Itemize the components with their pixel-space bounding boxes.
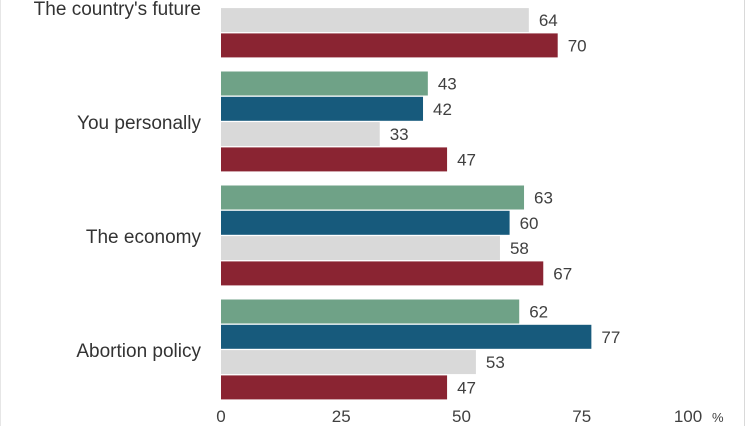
x-tick-label: 100 xyxy=(674,407,702,426)
data-label: 33 xyxy=(390,125,409,144)
data-label: 58 xyxy=(510,239,529,258)
data-label: 53 xyxy=(486,353,505,372)
category-label: Abortion policy xyxy=(76,341,201,362)
x-tick-label: 25 xyxy=(332,407,351,426)
data-label: 62 xyxy=(529,303,548,322)
bar xyxy=(221,71,428,96)
data-label: 43 xyxy=(438,75,457,94)
chart-frame-left xyxy=(0,0,1,426)
bar xyxy=(221,261,544,286)
data-label: 77 xyxy=(601,328,620,347)
data-label: 64 xyxy=(539,11,558,30)
bar xyxy=(221,350,476,375)
bar xyxy=(221,8,529,33)
bar xyxy=(221,185,525,210)
x-unit-label: % xyxy=(712,410,724,425)
category-label: The economy xyxy=(86,227,202,248)
bar xyxy=(221,96,424,121)
bar xyxy=(221,122,380,147)
bar xyxy=(221,324,592,349)
data-label: 47 xyxy=(457,378,476,397)
category-label: The country's future xyxy=(34,0,201,20)
data-label: 60 xyxy=(520,214,539,233)
category-label: You personally xyxy=(77,113,201,134)
bar xyxy=(221,236,500,261)
bar xyxy=(221,33,558,58)
bar xyxy=(221,299,520,324)
x-tick-label: 0 xyxy=(216,407,225,426)
data-label: 42 xyxy=(433,100,452,119)
data-label: 70 xyxy=(568,36,587,55)
bar xyxy=(221,210,510,235)
x-tick-label: 75 xyxy=(572,407,591,426)
data-label: 63 xyxy=(534,189,553,208)
x-tick-label: 50 xyxy=(452,407,471,426)
data-label: 67 xyxy=(553,264,572,283)
bar xyxy=(221,375,448,400)
chart-frame-right xyxy=(744,0,745,426)
data-label: 47 xyxy=(457,150,476,169)
bar xyxy=(221,147,448,172)
